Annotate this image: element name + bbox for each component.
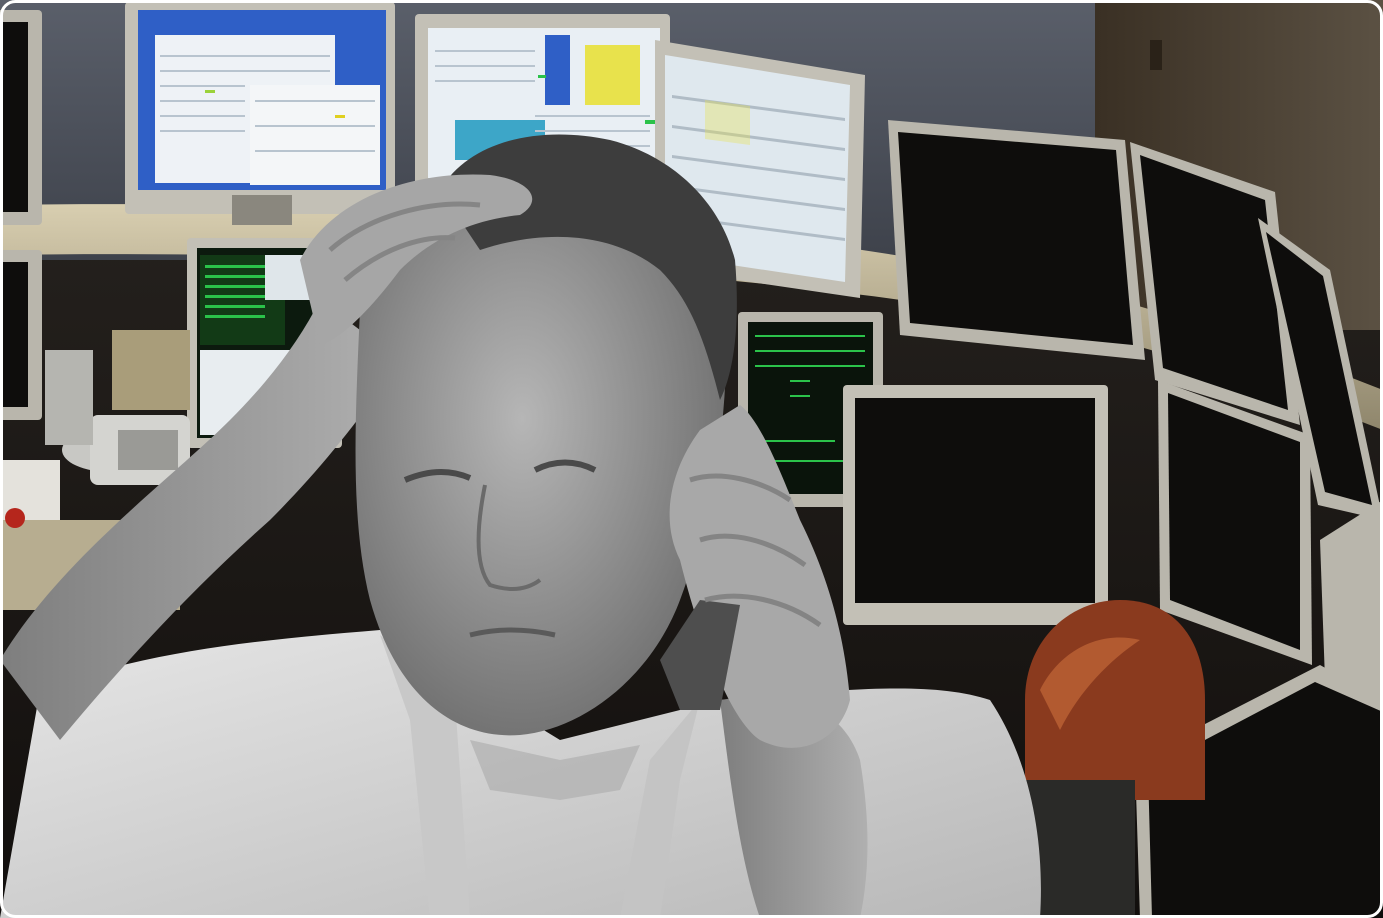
man-left-arm bbox=[0, 300, 400, 740]
door-hinge bbox=[1150, 40, 1162, 70]
left-eye bbox=[403, 468, 472, 483]
monitor-dark-1 bbox=[888, 120, 1145, 360]
cup-holder bbox=[112, 330, 190, 410]
man-hand-on-head bbox=[300, 174, 533, 345]
right-eye bbox=[533, 459, 597, 473]
monitor-dark-4 bbox=[843, 385, 1108, 625]
mouth bbox=[469, 627, 556, 638]
red-object bbox=[5, 508, 25, 528]
mobile-phone-icon bbox=[660, 600, 740, 710]
monitor-dark-2 bbox=[1130, 142, 1300, 425]
nose bbox=[476, 484, 542, 591]
monitor-dark-5 bbox=[1158, 380, 1312, 665]
monitor-left-top bbox=[0, 10, 42, 225]
desk-speaker bbox=[45, 350, 93, 445]
monitor-spreadsheet-blue bbox=[125, 2, 395, 225]
man-hand-with-phone bbox=[660, 405, 868, 918]
monitor-left-bottom bbox=[0, 250, 42, 420]
monitor-dark-3 bbox=[1258, 218, 1383, 520]
colleague-red-hair bbox=[1025, 600, 1205, 918]
monitor-dark-7 bbox=[1320, 500, 1383, 700]
